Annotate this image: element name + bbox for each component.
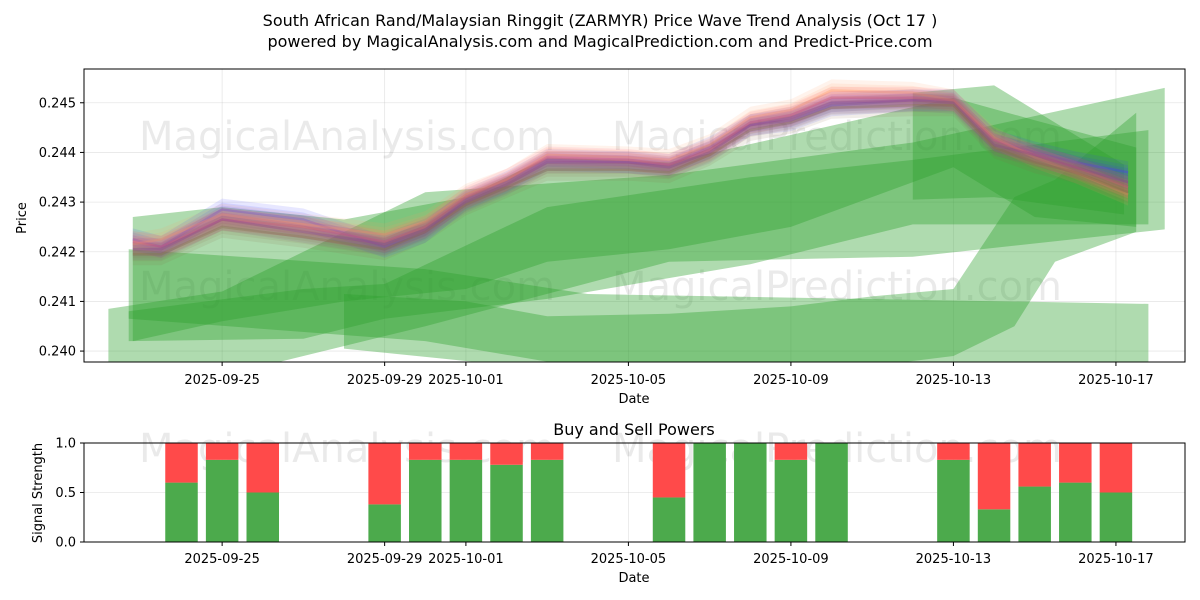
top-y-tick-label: 0.244: [39, 146, 76, 161]
price-wave-line: [132, 89, 1129, 246]
watermark-text: MagicalPrediction.com: [612, 114, 1062, 160]
sell-power-bar: [1099, 443, 1133, 493]
top-y-tick-label: 0.242: [39, 245, 76, 260]
bottom-y-axis-label: Signal Strength: [31, 443, 46, 543]
buy-power-bar: [734, 443, 767, 542]
top-x-tick-label: 2025-10-09: [753, 373, 829, 388]
buy-power-bar: [1018, 486, 1051, 542]
sell-power-bar: [246, 443, 280, 493]
green-trend-band: [132, 97, 1137, 342]
top-x-tick-label: 2025-10-05: [591, 373, 667, 388]
buy-power-bar: [652, 497, 686, 542]
buy-power-bar: [165, 482, 198, 542]
sell-power-bar: [1018, 443, 1051, 487]
bottom-x-tick-label: 2025-09-29: [347, 552, 423, 567]
top-y-tick-label: 0.241: [39, 295, 76, 310]
green-trend-band: [912, 85, 1125, 215]
top-y-axis-label: Price: [15, 202, 30, 234]
price-wave-panel: MagicalAnalysis.com MagicalPrediction.com…: [39, 68, 1186, 388]
top-x-axis-label: Date: [618, 392, 649, 407]
top-x-tick-label: 2025-10-13: [916, 373, 992, 388]
sell-power-bar: [449, 443, 483, 460]
buy-power-bar: [449, 459, 483, 542]
buy-power-bar: [409, 459, 442, 542]
watermark-text: MagicalAnalysis.com: [139, 114, 555, 160]
top-x-tick-label: 2025-09-29: [347, 373, 423, 388]
sell-power-bar: [490, 443, 523, 465]
bottom-x-tick-label: 2025-10-13: [916, 552, 992, 567]
green-trend-band: [128, 130, 1149, 342]
bottom-x-axis-label: Date: [618, 571, 649, 586]
bottom-x-tick-label: 2025-10-05: [591, 552, 667, 567]
sell-power-bar: [1059, 443, 1092, 483]
green-trend-band: [128, 249, 1149, 362]
sell-power-bar: [652, 443, 686, 498]
buy-power-bar: [1059, 482, 1092, 542]
top-axes-frame: [83, 68, 1186, 363]
buy-power-bar: [774, 459, 808, 542]
top-x-tick-label: 2025-10-17: [1078, 373, 1154, 388]
buy-power-bar: [977, 509, 1011, 542]
buy-power-bar: [815, 443, 848, 542]
buy-power-bar: [246, 492, 280, 542]
chart-subtitle: powered by MagicalAnalysis.com and Magic…: [267, 32, 932, 51]
green-trend-band: [344, 112, 1137, 362]
buy-power-bar: [937, 459, 970, 542]
buy-power-bar: [530, 459, 564, 542]
sell-power-bar: [937, 443, 970, 460]
sell-power-bar: [977, 443, 1011, 510]
price-wave-band: [132, 79, 1129, 256]
buy-power-bar: [693, 443, 726, 542]
price-wave-band: [132, 94, 1129, 266]
top-grid: [84, 69, 1185, 362]
buy-power-bar: [1099, 492, 1133, 542]
watermark-text: MagicalPrediction.com: [612, 264, 1062, 310]
top-y-tick-label: 0.243: [39, 196, 76, 211]
buy-sell-panel: MagicalAnalysis.comMagicalPrediction.com…: [55, 426, 1186, 567]
top-x-tick-label: 2025-10-01: [428, 373, 504, 388]
buy-power-bar: [490, 464, 523, 542]
top-y-tick-label: 0.240: [39, 345, 76, 360]
bottom-x-tick-label: 2025-10-09: [753, 552, 829, 567]
bottom-x-tick-label: 2025-09-25: [184, 552, 260, 567]
sell-power-bar: [205, 443, 239, 460]
bottom-plot-area: [165, 443, 1133, 542]
bottom-x-tick-label: 2025-10-01: [428, 552, 504, 567]
price-wave-line: [132, 96, 1129, 249]
price-wave-line: [132, 99, 1129, 251]
top-x-tick-label: 2025-09-25: [184, 373, 260, 388]
sell-power-bar: [774, 443, 808, 460]
bottom-y-tick-label: 0.5: [55, 486, 76, 501]
top-y-tick-label: 0.245: [39, 96, 76, 111]
top-plot-area: [108, 79, 1165, 362]
buy-power-bar: [368, 504, 401, 542]
buy-power-bar: [205, 459, 239, 542]
buy-sell-title: Buy and Sell Powers: [553, 420, 715, 439]
green-trend-band: [108, 87, 1165, 362]
sell-power-bar: [409, 443, 442, 460]
chart-title: South African Rand/Malaysian Ringgit (ZA…: [263, 11, 938, 30]
bottom-x-tick-label: 2025-10-17: [1078, 552, 1154, 567]
watermark-text: MagicalAnalysis.com: [139, 264, 555, 310]
price-wave-line: [132, 99, 1129, 249]
bottom-y-tick-label: 1.0: [55, 437, 76, 452]
sell-power-bar: [368, 443, 401, 505]
sell-power-bar: [165, 443, 198, 483]
bottom-y-tick-label: 0.0: [55, 536, 76, 551]
sell-power-bar: [530, 443, 564, 460]
price-wave-line: [132, 104, 1129, 256]
